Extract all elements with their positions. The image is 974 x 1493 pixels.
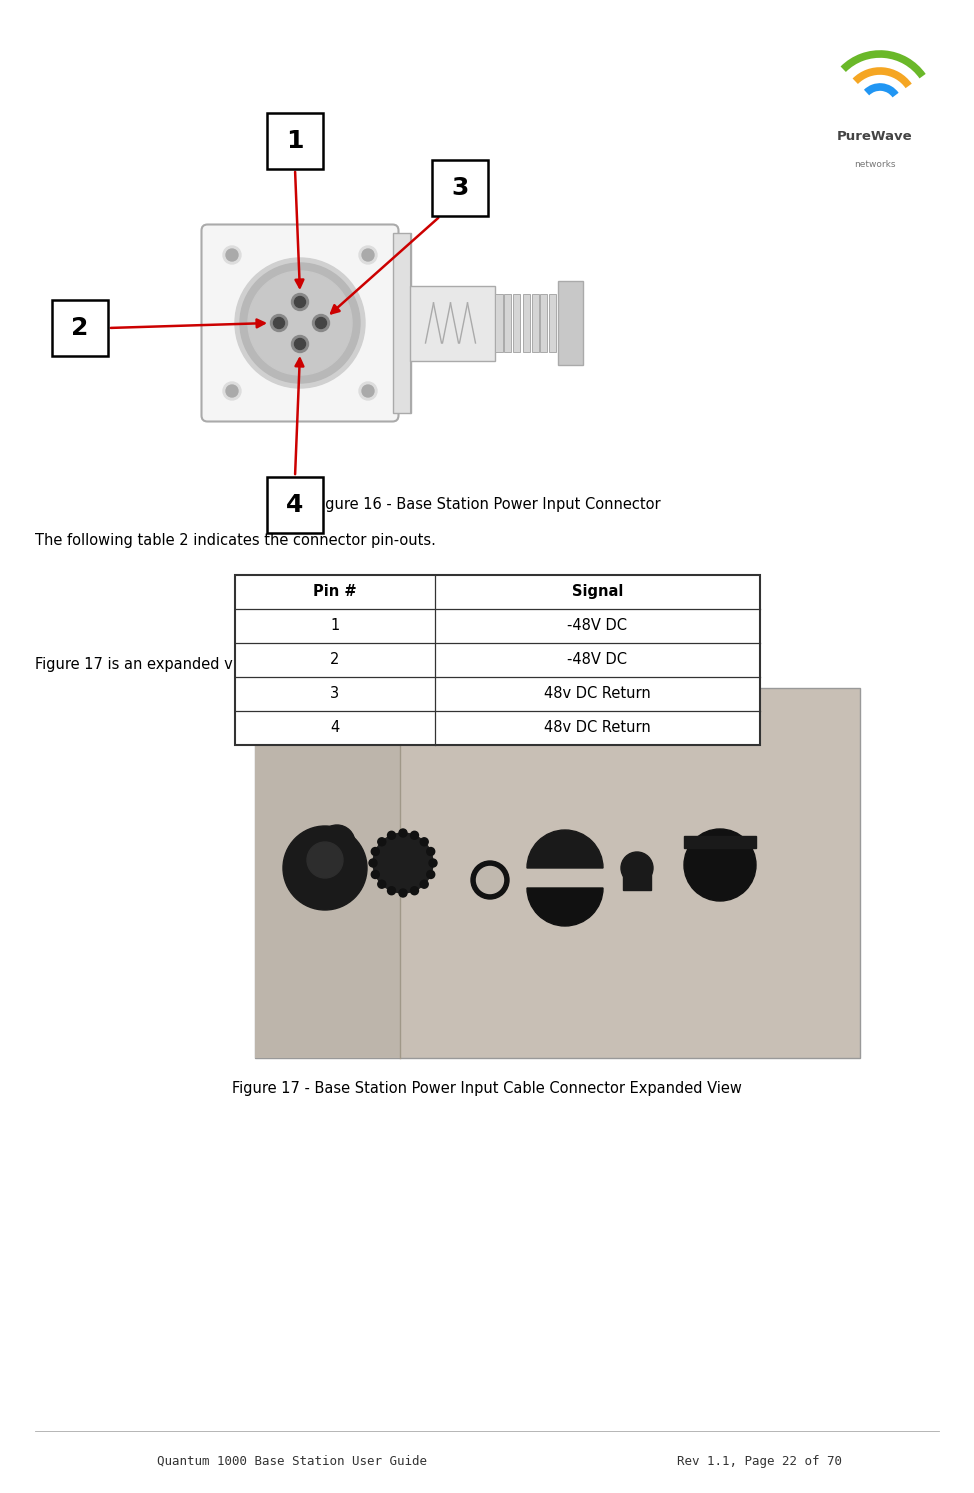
Bar [393, 233, 410, 414]
Bar [558, 281, 583, 364]
Text: Quantum 1000 Base Station User Guide: Quantum 1000 Base Station User Guide [157, 1454, 428, 1468]
Circle shape [621, 853, 653, 884]
Circle shape [427, 848, 434, 855]
Text: Figure 17 - Base Station Power Input Cable Connector Expanded View: Figure 17 - Base Station Power Input Cab… [232, 1081, 742, 1096]
Text: Pin #: Pin # [313, 584, 356, 600]
Circle shape [410, 887, 419, 894]
Circle shape [307, 842, 343, 878]
Bar [623, 867, 651, 890]
Circle shape [319, 826, 355, 861]
Text: Table 2 – Power Pin-out connections: Table 2 – Power Pin-out connections [356, 718, 618, 733]
Circle shape [223, 246, 241, 264]
Circle shape [294, 339, 306, 349]
Circle shape [313, 315, 329, 331]
Circle shape [420, 881, 429, 888]
Circle shape [235, 258, 365, 388]
Circle shape [371, 848, 379, 855]
Circle shape [226, 385, 238, 397]
Wedge shape [527, 830, 603, 867]
Circle shape [369, 858, 377, 867]
Bar [532, 294, 539, 352]
Circle shape [223, 382, 241, 400]
FancyBboxPatch shape [202, 224, 398, 421]
Bar [255, 688, 860, 1059]
Bar [432, 160, 488, 216]
Text: 3: 3 [451, 176, 468, 200]
Circle shape [388, 887, 395, 894]
Text: 3: 3 [330, 687, 339, 702]
Bar [496, 294, 503, 352]
Bar [255, 688, 400, 1059]
Circle shape [291, 294, 309, 311]
Bar [549, 294, 556, 352]
Text: -48V DC: -48V DC [567, 618, 627, 633]
Bar [235, 575, 760, 745]
Text: PureWave: PureWave [838, 130, 913, 143]
Bar [410, 285, 496, 360]
Circle shape [399, 829, 407, 838]
Bar [513, 294, 520, 352]
Bar [267, 476, 323, 533]
Circle shape [420, 838, 429, 847]
Circle shape [226, 249, 238, 261]
Circle shape [240, 263, 360, 384]
Text: 48v DC Return: 48v DC Return [543, 721, 651, 736]
Circle shape [388, 832, 395, 839]
Circle shape [476, 866, 504, 893]
Text: Figure 17 is an expanded view of the connector onto which is attached the actual: Figure 17 is an expanded view of the con… [35, 657, 744, 672]
Text: 4: 4 [330, 721, 339, 736]
Circle shape [274, 318, 284, 328]
Circle shape [283, 826, 367, 911]
Circle shape [371, 870, 379, 878]
Wedge shape [527, 888, 603, 926]
Bar [52, 300, 108, 355]
Text: The following table 2 indicates the connector pin-outs.: The following table 2 indicates the conn… [35, 533, 436, 548]
Circle shape [378, 838, 386, 847]
Circle shape [399, 888, 407, 897]
Text: Signal: Signal [572, 584, 623, 600]
Circle shape [362, 249, 374, 261]
Circle shape [410, 832, 419, 839]
Text: 1: 1 [286, 128, 304, 152]
Circle shape [373, 833, 433, 893]
Text: 48v DC Return: 48v DC Return [543, 687, 651, 702]
Text: Rev 1.1, Page 22 of 70: Rev 1.1, Page 22 of 70 [677, 1454, 843, 1468]
Circle shape [359, 382, 377, 400]
Bar [684, 836, 756, 848]
Text: 4: 4 [286, 493, 304, 517]
Circle shape [291, 336, 309, 352]
Text: networks: networks [854, 160, 896, 169]
Circle shape [271, 315, 287, 331]
Bar [267, 113, 323, 169]
Bar [505, 294, 511, 352]
Circle shape [427, 870, 434, 878]
Bar [541, 294, 547, 352]
Circle shape [316, 318, 326, 328]
Circle shape [362, 385, 374, 397]
Text: 1: 1 [330, 618, 339, 633]
Text: 2: 2 [330, 652, 339, 667]
Circle shape [429, 858, 437, 867]
Circle shape [248, 272, 352, 375]
Circle shape [471, 861, 509, 899]
Circle shape [684, 829, 756, 900]
Circle shape [378, 881, 386, 888]
Text: -48V DC: -48V DC [567, 652, 627, 667]
Circle shape [359, 246, 377, 264]
Circle shape [294, 297, 306, 308]
Text: 2: 2 [71, 317, 89, 340]
Bar [522, 294, 530, 352]
Text: Figure 16 - Base Station Power Input Connector: Figure 16 - Base Station Power Input Con… [314, 497, 660, 512]
